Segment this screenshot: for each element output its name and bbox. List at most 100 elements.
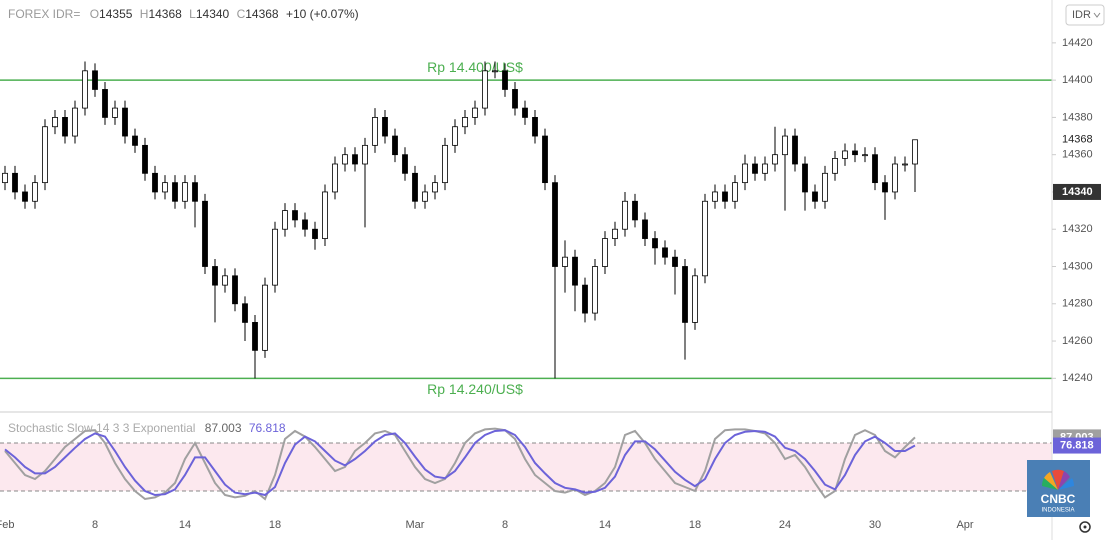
candle-body <box>112 107 118 118</box>
candle-body <box>632 200 638 221</box>
candle-body <box>622 200 628 230</box>
logo-subtext: INDONESIA <box>1041 508 1074 514</box>
candle-body <box>152 172 158 193</box>
candle-body <box>82 70 88 109</box>
candle-body <box>892 163 898 193</box>
currency-label[interactable]: IDR <box>1072 9 1091 21</box>
candle-body <box>42 126 48 184</box>
candle-body <box>532 117 538 137</box>
stoch-line <box>4 429 916 497</box>
logo: CNBC INDONESIA <box>1027 460 1090 517</box>
candle-body <box>332 163 338 193</box>
candle-body <box>352 154 358 165</box>
candle-body <box>192 182 198 202</box>
candle-body <box>852 150 858 156</box>
candle-body <box>372 117 378 146</box>
candle-body <box>662 247 668 258</box>
stoch-line <box>4 427 916 501</box>
indicator-header: Stochastic Slow 14 3 3 Exponential 87.00… <box>8 421 286 435</box>
candle-body <box>712 191 718 202</box>
candle-body <box>442 144 448 184</box>
y-tick-label: 14400 <box>1062 74 1093 86</box>
candle-body <box>122 107 128 137</box>
candle-body <box>912 139 918 165</box>
candle-body <box>182 182 188 202</box>
candle-body <box>172 182 178 202</box>
candle-body <box>162 182 168 193</box>
candle-body <box>812 191 818 202</box>
indicator-value: 76.818 <box>249 421 286 435</box>
candle-body <box>492 70 498 73</box>
label: H <box>140 7 149 21</box>
candle-body <box>762 163 768 174</box>
header: FOREX IDR= O14355 H14368 L14340 C14368 +… <box>8 7 359 21</box>
candle-body <box>462 117 468 128</box>
logo-feather <box>1041 478 1058 490</box>
x-tick-label: 8 <box>92 519 98 531</box>
candle-body <box>242 303 248 323</box>
last-price-label: 14368 <box>1062 134 1093 146</box>
candle-body <box>582 284 588 314</box>
candle-body <box>612 228 618 239</box>
logo-feather <box>1044 472 1058 490</box>
candle-body <box>232 275 238 305</box>
logo-feather <box>1052 469 1064 490</box>
candle-body <box>702 200 708 277</box>
candle-body <box>542 135 548 184</box>
candle-body <box>802 163 808 193</box>
x-tick-label: 18 <box>269 519 281 531</box>
candle-body <box>692 275 698 323</box>
candle-body <box>472 107 478 118</box>
gear-center[interactable] <box>1083 525 1087 529</box>
candle-body <box>592 266 598 314</box>
currency-button[interactable] <box>1065 4 1105 26</box>
candle-body <box>422 191 428 202</box>
candle-body <box>872 154 878 184</box>
candle-body <box>782 135 788 156</box>
label: O <box>90 7 99 21</box>
settings-icon[interactable] <box>1079 521 1091 533</box>
candle-body <box>732 182 738 202</box>
candle-body <box>312 228 318 239</box>
candle-body <box>512 89 518 109</box>
candle-body <box>62 117 68 137</box>
x-tick-label: Feb <box>0 519 14 531</box>
candle-body <box>272 228 278 286</box>
axes: 14240 14260 14280 14300 14320 14340 14360 14380… <box>0 37 1106 531</box>
candle-body <box>862 154 868 157</box>
candle-body <box>562 256 568 267</box>
gear[interactable] <box>1079 521 1091 533</box>
price-marker <box>1053 183 1101 200</box>
x-tick-label: Mar <box>406 519 425 531</box>
value-badge <box>1053 437 1101 454</box>
candle-body <box>92 70 98 90</box>
candle-body <box>752 163 758 174</box>
candle-body <box>842 150 848 159</box>
candle-body <box>72 107 78 137</box>
candle-body <box>722 191 728 202</box>
support-label: Rp 14.400/US$ <box>427 59 523 75</box>
x-tick-label: 18 <box>689 519 701 531</box>
y-tick-label: 14420 <box>1062 37 1093 49</box>
candle-body <box>822 172 828 202</box>
candle-body <box>522 107 528 118</box>
logo-text: CNBC <box>1041 492 1076 506</box>
x-tick-label: 8 <box>502 519 508 531</box>
candle-body <box>292 210 298 221</box>
candle-body <box>432 182 438 193</box>
candle-body <box>572 256 578 286</box>
candle-body <box>772 154 778 165</box>
candle-body <box>552 182 558 267</box>
candle-body <box>142 144 148 174</box>
x-tick-label: 24 <box>779 519 791 531</box>
open-value: 14355 <box>99 7 133 21</box>
candle-body <box>102 89 108 118</box>
y-tick-label: 14240 <box>1062 372 1093 384</box>
candle-body <box>602 238 608 267</box>
y-tick-label: 14380 <box>1062 111 1093 123</box>
candle-body <box>402 154 408 174</box>
candle-body <box>832 158 838 174</box>
price-marker-label: 14340 <box>1062 186 1093 198</box>
y-tick-label: 14260 <box>1062 335 1093 347</box>
candle-body <box>882 182 888 193</box>
